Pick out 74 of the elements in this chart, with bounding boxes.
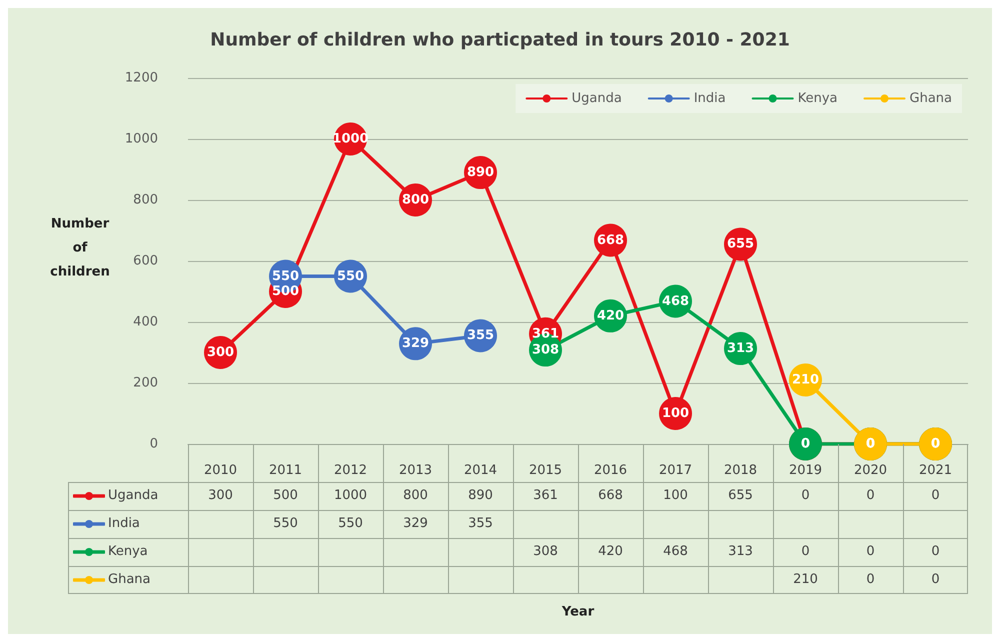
data-label: 329 bbox=[402, 336, 430, 352]
x-tick-label: 2011 bbox=[268, 463, 302, 478]
data-label: 668 bbox=[597, 487, 624, 505]
data-label: 500 bbox=[272, 487, 299, 505]
data-label: 361 bbox=[532, 487, 559, 505]
data-label: 890 bbox=[467, 487, 494, 505]
data-label: 655 bbox=[727, 487, 754, 505]
data-label: 0 bbox=[866, 436, 876, 452]
legend-label: Uganda bbox=[572, 91, 622, 106]
x-tick-label: 2013 bbox=[398, 463, 432, 478]
data-label: 550 bbox=[336, 268, 364, 284]
y-tick-label: 1200 bbox=[124, 70, 158, 86]
data-label: 468 bbox=[662, 294, 690, 309]
data-label: 550 bbox=[272, 268, 300, 284]
x-tick-label: 2019 bbox=[788, 463, 822, 478]
legend-label: India bbox=[694, 91, 726, 106]
y-tick-label: 200 bbox=[133, 376, 158, 390]
data-label: 550 bbox=[272, 515, 299, 533]
data-label: 0 bbox=[800, 436, 810, 452]
data-label: 0 bbox=[930, 571, 941, 589]
data-label: 800 bbox=[402, 192, 430, 208]
legend-label: Kenya bbox=[798, 91, 838, 106]
data-label: 655 bbox=[726, 236, 754, 252]
chart-title: Number of children who particpated in tours 2010 - 2021 bbox=[210, 30, 790, 50]
text: Year bbox=[560, 604, 595, 620]
data-label: 329 bbox=[402, 515, 429, 533]
x-tick-label: 2020 bbox=[854, 463, 888, 478]
data-label: 420 bbox=[596, 308, 624, 324]
x-tick-label: 2014 bbox=[464, 463, 498, 478]
data-label: 313 bbox=[726, 341, 754, 356]
data-label: 0 bbox=[865, 571, 876, 589]
x-tick-label: 2021 bbox=[918, 463, 952, 478]
data-label: 100 bbox=[662, 487, 689, 505]
data-label: 0 bbox=[930, 543, 941, 561]
x-tick-label: 2010 bbox=[204, 463, 238, 478]
data-label: 210 bbox=[792, 571, 819, 589]
y-tick-label: 400 bbox=[133, 314, 158, 330]
data-label: 890 bbox=[466, 165, 494, 180]
data-label: 0 bbox=[930, 487, 941, 505]
y-tick-label: 0 bbox=[150, 436, 158, 452]
y-tick-label: India bbox=[108, 515, 140, 533]
y-tick-label: 600 bbox=[133, 254, 158, 268]
x-tick-label: 2012 bbox=[334, 463, 368, 478]
data-label: 0 bbox=[930, 436, 940, 452]
data-label: 550 bbox=[337, 515, 364, 533]
data-label: 0 bbox=[800, 487, 811, 505]
data-label: 468 bbox=[662, 543, 689, 561]
y-tick-label: Uganda bbox=[108, 487, 158, 505]
y-axis-title: Number of children bbox=[50, 216, 110, 280]
y-tick-label: 1000 bbox=[124, 132, 158, 146]
y-tick-label: Ghana bbox=[108, 571, 150, 589]
data-label: 308 bbox=[532, 543, 559, 561]
x-tick-label: 2016 bbox=[594, 463, 628, 478]
x-tick-label: 2017 bbox=[658, 463, 692, 478]
data-label: 668 bbox=[596, 232, 624, 248]
data-label: 355 bbox=[467, 515, 494, 533]
data-label: 100 bbox=[662, 406, 690, 421]
data-label: 308 bbox=[532, 342, 560, 358]
data-label: 800 bbox=[402, 487, 429, 505]
data-label: 355 bbox=[466, 328, 494, 344]
data-label: 313 bbox=[727, 543, 754, 561]
data-label: 300 bbox=[206, 345, 234, 360]
data-label: 0 bbox=[865, 487, 876, 505]
legend-label: Ghana bbox=[910, 91, 952, 106]
data-label: 0 bbox=[865, 543, 876, 561]
x-tick-label: 2018 bbox=[724, 463, 758, 478]
data-label: 300 bbox=[207, 487, 234, 505]
data-label: 210 bbox=[792, 372, 820, 388]
y-tick-label: Kenya bbox=[108, 543, 148, 561]
data-label: 420 bbox=[597, 543, 624, 561]
data-label: 0 bbox=[800, 543, 811, 561]
y-tick-label: 800 bbox=[133, 192, 158, 208]
data-label: 1000 bbox=[332, 487, 368, 505]
x-tick-label: 2015 bbox=[528, 463, 562, 478]
